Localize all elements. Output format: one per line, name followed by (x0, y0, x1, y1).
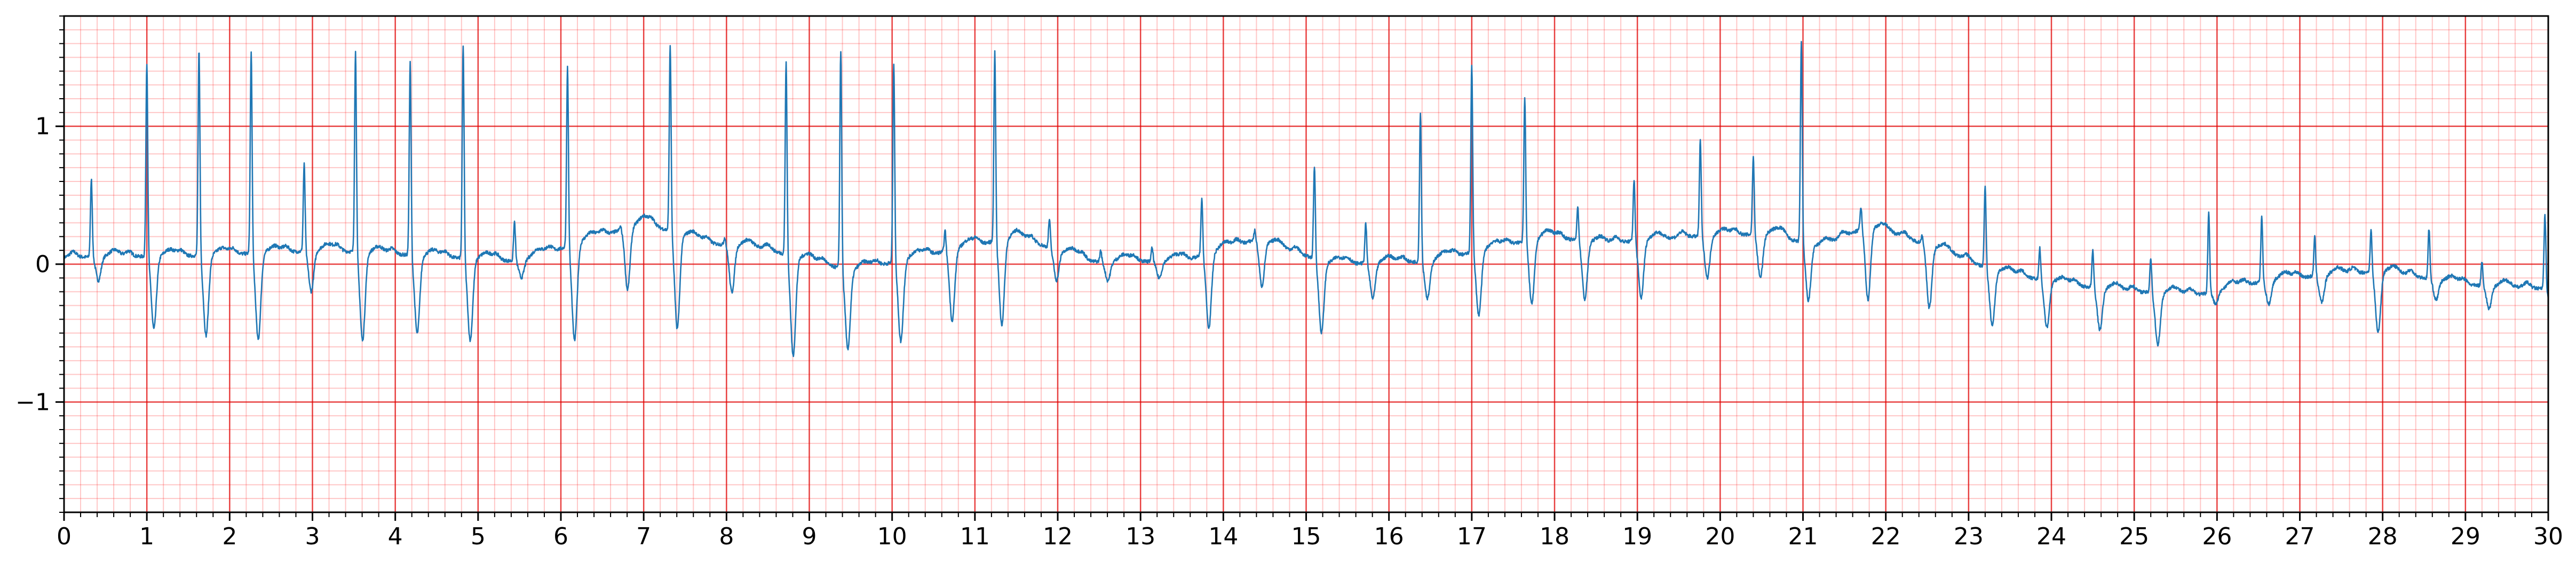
x-tick-label: 22 (1871, 523, 1901, 550)
x-tick-label: 16 (1374, 523, 1404, 550)
x-tick-label: 28 (2368, 523, 2398, 550)
x-tick-label: 9 (802, 523, 817, 550)
x-tick-label: 4 (388, 523, 403, 550)
x-tick-label: 25 (2119, 523, 2149, 550)
x-tick-label: 29 (2451, 523, 2480, 550)
x-tick-label: 15 (1291, 523, 1321, 550)
axis-ticks (56, 15, 2549, 521)
x-tick-label: 26 (2202, 523, 2232, 550)
x-tick-label: 2 (222, 523, 237, 550)
x-tick-label: 6 (553, 523, 568, 550)
x-tick-label: 11 (960, 523, 990, 550)
x-tick-label: 27 (2285, 523, 2315, 550)
y-axis: −1 0 1 (15, 113, 50, 416)
x-tick-label: 7 (636, 523, 651, 550)
x-tick-label: 21 (1788, 523, 1818, 550)
x-tick-label: 8 (719, 523, 734, 550)
ecg-trace-line (63, 41, 2549, 358)
x-tick-label: 17 (1457, 523, 1487, 550)
y-tick-label: 1 (35, 113, 50, 140)
y-tick-label: −1 (15, 388, 50, 416)
x-tick-label: 0 (57, 523, 72, 550)
x-tick-label: 19 (1622, 523, 1652, 550)
x-tick-label: 3 (305, 523, 320, 550)
y-tick-label: 0 (35, 251, 50, 278)
x-tick-label: 12 (1043, 523, 1073, 550)
x-axis: 0 1 2 3 4 5 6 7 8 9 10 11 12 13 14 15 16 17 18 19 20 21 22 23 24… (57, 523, 2563, 550)
x-tick-label: 1 (139, 523, 154, 550)
x-tick-label: 20 (1705, 523, 1735, 550)
x-tick-label: 30 (2533, 523, 2563, 550)
x-tick-label: 13 (1125, 523, 1155, 550)
x-tick-label: 23 (1954, 523, 1984, 550)
plot-area (63, 41, 2549, 358)
x-tick-label: 24 (2036, 523, 2066, 550)
x-tick-label: 10 (877, 523, 907, 550)
x-tick-label: 5 (471, 523, 486, 550)
x-tick-label: 18 (1540, 523, 1570, 550)
x-tick-label: 14 (1208, 523, 1238, 550)
major-grid (63, 16, 2549, 512)
